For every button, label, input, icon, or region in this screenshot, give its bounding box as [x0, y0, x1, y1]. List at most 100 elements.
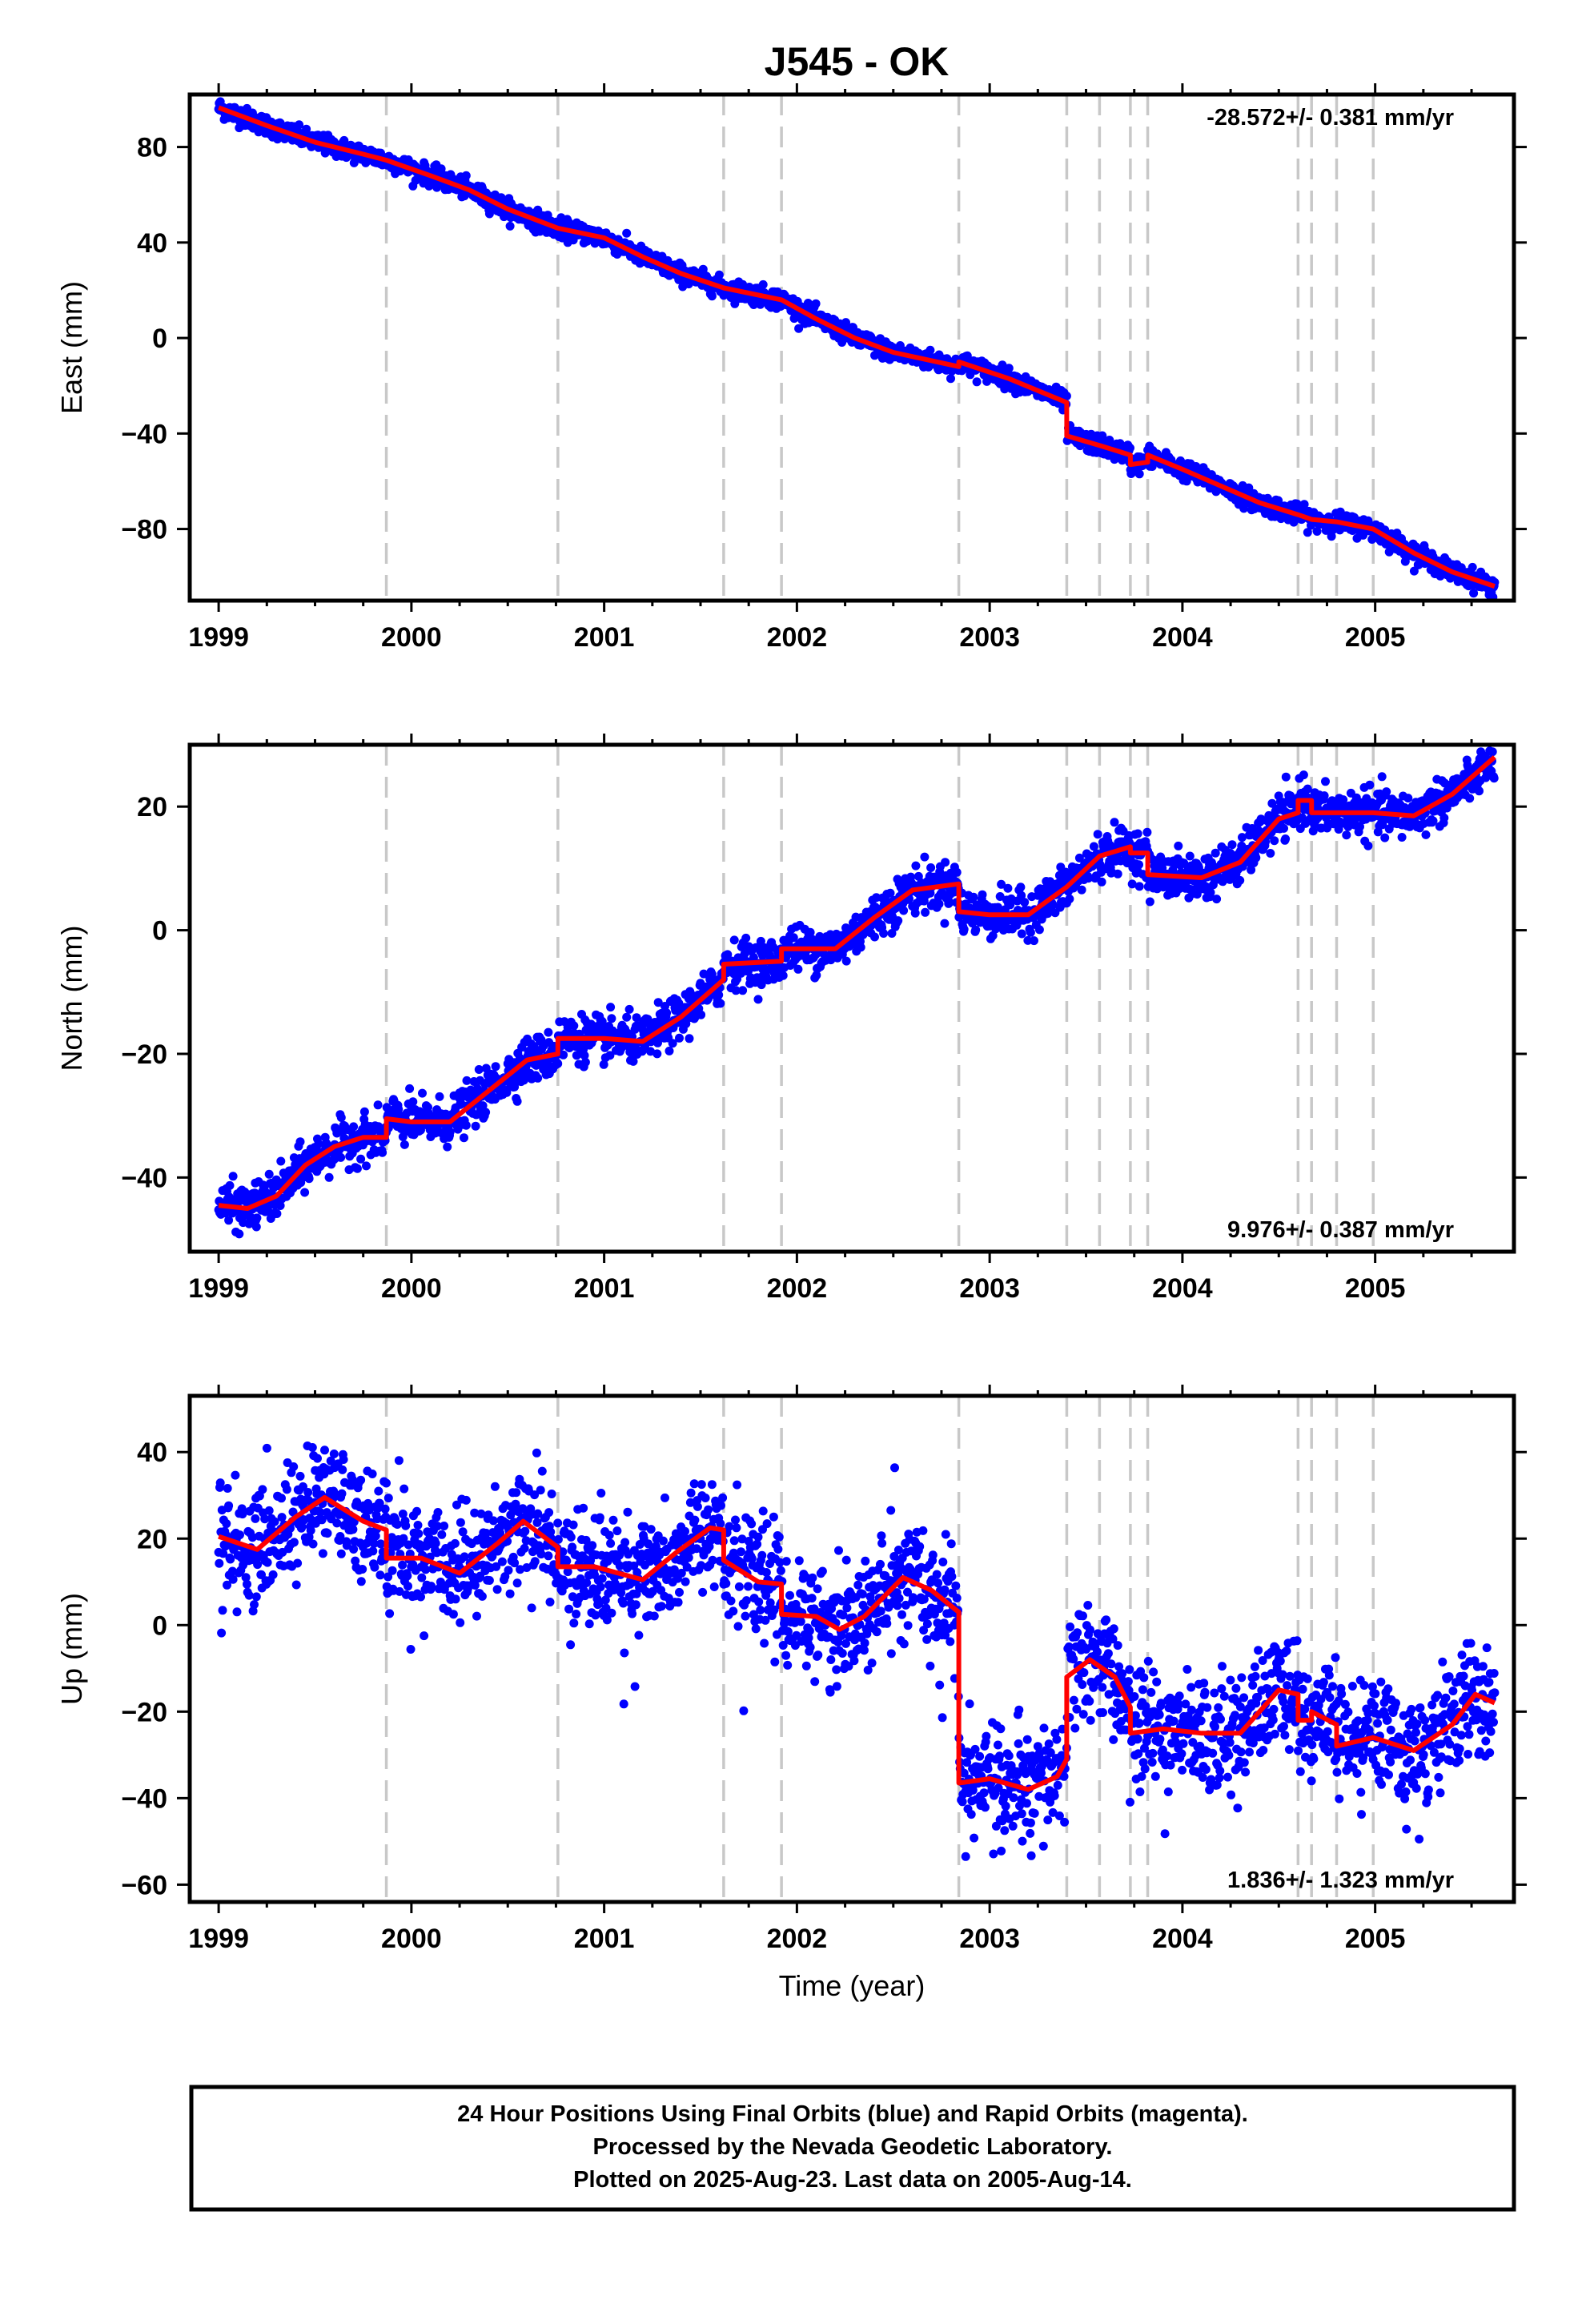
data-point: [253, 1560, 263, 1570]
x-tick-label: 2000: [381, 622, 442, 653]
data-point: [418, 1088, 427, 1098]
data-point: [356, 1154, 366, 1164]
data-point: [1319, 791, 1329, 801]
data-point: [445, 1128, 455, 1136]
data-point: [778, 971, 788, 980]
data-point: [405, 1084, 415, 1093]
data-point: [225, 1180, 235, 1190]
data-point: [228, 1172, 238, 1181]
y-tick-label: 80: [137, 133, 167, 163]
data-point: [622, 1012, 632, 1022]
data-point: [1403, 794, 1413, 803]
y-tick-label: −40: [121, 419, 167, 449]
data-point: [218, 1606, 227, 1615]
data-point: [1235, 875, 1245, 885]
data-point: [652, 1049, 662, 1059]
data-point: [1227, 840, 1237, 850]
north-panel: 1999 2000 2001 2002 2003 2004 2005200−20−40Nor…: [55, 734, 1527, 1304]
data-point: [662, 1008, 672, 1018]
data-point: [264, 1506, 274, 1515]
data-point: [969, 892, 978, 902]
data-point: [893, 916, 903, 926]
data-point: [793, 964, 803, 974]
data-point: [1030, 936, 1038, 946]
data-point: [934, 899, 944, 909]
data-point: [544, 1027, 553, 1037]
data-point: [1126, 443, 1134, 452]
data-point: [1065, 895, 1074, 903]
data-point: [215, 1478, 225, 1488]
data-point: [276, 1156, 286, 1166]
data-point: [336, 1113, 346, 1122]
data-point: [1342, 830, 1351, 840]
data-point: [505, 221, 515, 231]
event-lines: [384, 1396, 1375, 1902]
data-point: [320, 1445, 329, 1455]
data-point: [952, 867, 962, 877]
data-point: [971, 925, 981, 935]
data-point: [794, 324, 804, 333]
data-point: [910, 908, 920, 918]
data-point: [607, 1014, 616, 1023]
data-point: [512, 1096, 522, 1106]
data-point: [306, 1526, 315, 1535]
data-point: [226, 1554, 235, 1564]
data-point: [959, 925, 969, 934]
y-tick-label: −40: [121, 1163, 167, 1193]
data-point: [946, 374, 955, 384]
y-tick-label: 40: [137, 228, 167, 259]
chart-title: J545 - OK: [765, 39, 950, 84]
data-point: [856, 943, 865, 952]
data-point: [243, 1579, 251, 1589]
data-point: [1062, 392, 1071, 400]
data-point: [1212, 895, 1222, 904]
data-point: [263, 1558, 272, 1567]
data-point: [223, 1484, 232, 1493]
y-tick-label: 0: [152, 916, 167, 947]
data-point: [624, 1004, 634, 1014]
data-point: [741, 933, 751, 943]
data-points: [214, 97, 1500, 602]
event-lines: [384, 745, 1375, 1252]
data-point: [1134, 469, 1144, 479]
x-tick-label: 2005: [1345, 622, 1406, 653]
data-point: [753, 995, 763, 1004]
data-point: [251, 1222, 261, 1232]
data-point: [373, 1100, 383, 1110]
data-point: [926, 345, 935, 355]
data-point: [1020, 898, 1030, 907]
up-panel: 1999 2000 2001 2002 2003 2004 200540200−20−40−…: [55, 1385, 1527, 2002]
y-axis-label: East (mm): [55, 281, 88, 414]
data-point: [1279, 823, 1288, 833]
data-point: [553, 1059, 563, 1068]
data-point: [1097, 877, 1106, 887]
data-point: [811, 299, 821, 308]
data-point: [1004, 364, 1014, 373]
data-point: [400, 1140, 409, 1149]
data-point: [675, 1033, 684, 1043]
data-point: [1382, 787, 1391, 797]
data-point: [1206, 887, 1215, 897]
data-point: [1397, 833, 1407, 842]
data-point: [714, 270, 724, 279]
x-tick-label: 2004: [1152, 622, 1213, 653]
data-point: [307, 1443, 317, 1452]
data-point: [235, 1229, 244, 1239]
data-point: [251, 1514, 260, 1523]
data-point: [1281, 834, 1291, 843]
data-point: [622, 228, 632, 238]
data-point: [1421, 830, 1431, 839]
data-point: [707, 292, 717, 301]
data-point: [899, 906, 909, 915]
x-tick-label: 2000: [381, 1273, 442, 1304]
y-axis-label: North (mm): [55, 926, 88, 1072]
data-point: [378, 1148, 387, 1157]
data-point: [921, 907, 930, 917]
data-point: [1110, 818, 1119, 827]
data-point: [1475, 786, 1484, 796]
x-tick-label: 2002: [767, 1273, 828, 1304]
data-point: [1363, 841, 1373, 850]
data-point: [1281, 772, 1291, 782]
data-point: [349, 1122, 359, 1132]
data-point: [222, 1519, 231, 1529]
